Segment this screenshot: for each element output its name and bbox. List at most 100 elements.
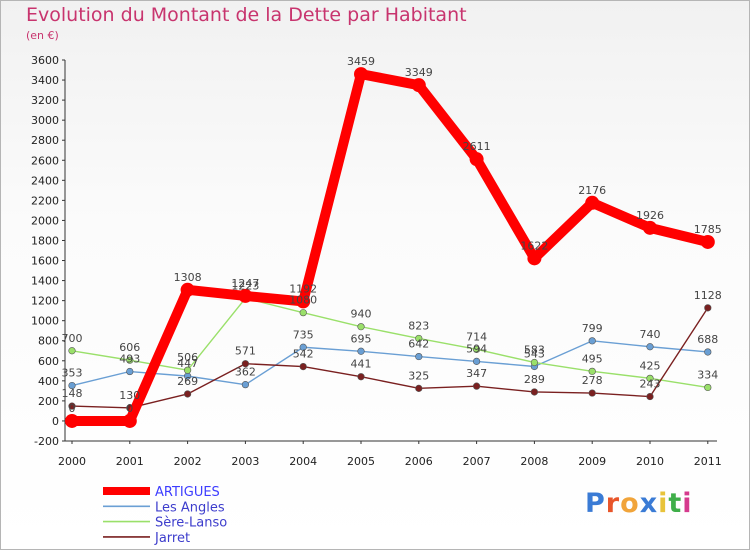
data-point [473, 382, 481, 390]
data-label: 1785 [694, 223, 722, 236]
data-label: 362 [235, 366, 256, 379]
data-point [357, 373, 365, 381]
y-tick-label: 0 [52, 415, 59, 428]
proxiti-logo: Proxiti [585, 488, 693, 519]
data-point [700, 234, 715, 249]
data-point [473, 345, 481, 353]
data-point [122, 413, 137, 428]
series-line-s-re-lanso [71, 297, 709, 389]
data-label: 1128 [694, 289, 722, 302]
data-point [530, 388, 539, 396]
x-tick-label: 2011 [694, 455, 722, 468]
y-tick-label: 1200 [31, 295, 59, 308]
data-label: 940 [351, 308, 372, 321]
legend-label: Jarret [154, 531, 190, 546]
data-point [184, 366, 192, 374]
data-label: 695 [351, 332, 372, 345]
y-tick-label: 2600 [31, 154, 59, 167]
x-tick-label: 2003 [231, 455, 259, 468]
data-label: 425 [640, 359, 661, 372]
x-tick-label: 2005 [347, 455, 375, 468]
y-tick-label: -200 [34, 435, 59, 448]
data-point [296, 294, 311, 309]
series-lines [65, 67, 715, 428]
series-line-les-angles [71, 340, 709, 387]
data-point [646, 343, 654, 351]
data-label: 571 [235, 345, 256, 358]
data-point [357, 323, 365, 331]
data-label: 334 [697, 368, 718, 381]
x-tick-label: 2004 [289, 455, 317, 468]
data-label: 700 [62, 332, 83, 345]
data-label: 278 [582, 374, 603, 387]
data-point [588, 337, 596, 345]
x-tick-label: 2009 [578, 455, 606, 468]
x-tick-label: 2007 [463, 455, 491, 468]
data-point [354, 67, 368, 82]
x-tick-label: 2006 [405, 455, 433, 468]
data-label: 543 [524, 348, 545, 361]
y-tick-label: 3200 [31, 94, 59, 107]
x-tick-label: 2001 [116, 455, 144, 468]
data-point [411, 78, 426, 93]
data-point [357, 347, 365, 355]
data-point [588, 389, 596, 397]
data-label: 2176 [578, 184, 606, 197]
chart-subtitle: (en €) [26, 29, 59, 42]
y-tick-label: 3000 [31, 114, 59, 127]
data-label: 289 [524, 373, 545, 386]
data-point [415, 352, 423, 361]
data-point [415, 384, 423, 392]
data-label: 1247 [231, 277, 259, 290]
data-label: 799 [582, 322, 603, 335]
data-point [643, 220, 657, 235]
data-point [126, 356, 134, 364]
data-label: 1622 [520, 239, 548, 252]
data-point [126, 367, 134, 376]
data-label: 823 [408, 319, 429, 332]
data-label: 3459 [347, 55, 375, 68]
data-label: 1080 [289, 294, 317, 307]
data-label: 1192 [289, 282, 317, 295]
x-tick-label: 2000 [58, 455, 86, 468]
y-tick-label: 2800 [31, 134, 59, 147]
data-point [180, 282, 195, 297]
data-label: 347 [466, 367, 487, 380]
data-point [241, 381, 249, 389]
y-tick-label: 1400 [31, 275, 59, 288]
y-tick-label: 800 [38, 335, 59, 348]
data-label: 269 [177, 375, 198, 388]
data-label: 493 [119, 353, 140, 366]
data-label: 495 [582, 352, 603, 365]
data-label: 353 [62, 367, 83, 380]
legend-label: ARTIGUES [155, 485, 220, 500]
data-label: 2611 [463, 140, 491, 153]
data-label: 441 [351, 358, 372, 371]
data-label: 740 [640, 328, 661, 341]
data-label: 148 [62, 387, 83, 400]
y-tick-label: 600 [38, 355, 59, 368]
data-label: 243 [640, 378, 661, 391]
data-point [469, 152, 484, 167]
y-tick-label: 1800 [31, 234, 59, 247]
data-label: 1308 [174, 271, 202, 284]
data-point [588, 367, 596, 375]
legend-label: Les Angles [155, 500, 225, 515]
y-tick-label: 1600 [31, 255, 59, 268]
legend-label: Sère-Lanso [155, 516, 227, 531]
data-point [68, 381, 76, 390]
data-label: 506 [177, 351, 198, 364]
data-label: 1926 [636, 209, 664, 222]
y-tick-label: 3600 [31, 54, 59, 67]
data-point [299, 309, 307, 317]
data-point [241, 360, 249, 368]
data-label: 714 [466, 330, 487, 343]
y-tick-label: 3400 [31, 74, 59, 87]
data-point [299, 343, 307, 351]
data-label: 642 [408, 338, 429, 351]
data-label: 447 [177, 357, 198, 370]
data-point [65, 413, 79, 428]
data-point [238, 288, 253, 303]
